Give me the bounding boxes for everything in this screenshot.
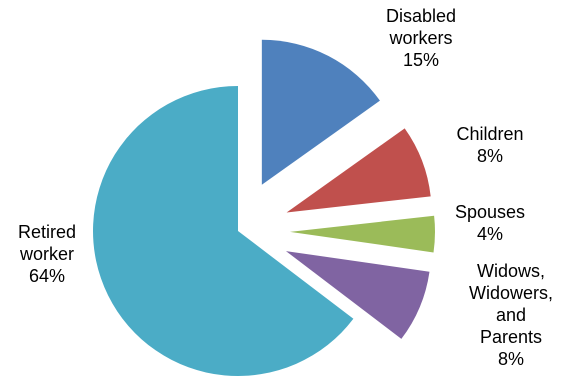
pie-slice-spouses: [289, 215, 435, 253]
slice-label-line: Disabled: [386, 6, 456, 26]
slice-label-line: workers: [388, 28, 452, 48]
pie-slice-children: [286, 128, 431, 213]
slice-label-children: Children 8%: [456, 124, 523, 166]
slice-label-line: Retired: [18, 222, 76, 242]
slice-label-spouses: Spouses 4%: [455, 202, 525, 244]
pie-slice-widows-widowers-and-parents: [285, 251, 430, 339]
slice-label-line: 64%: [29, 266, 65, 286]
slice-label-line: worker: [19, 244, 74, 264]
slice-label-line: Children: [456, 124, 523, 144]
slice-label-line: 8%: [477, 146, 503, 166]
slice-label-line: 15%: [403, 50, 439, 70]
slice-label-line: Spouses: [455, 202, 525, 222]
slice-label-disabled-workers: Disabled workers 15%: [386, 6, 456, 70]
slice-label-line: Widowers,: [469, 283, 553, 303]
slice-label-line: 4%: [477, 224, 503, 244]
slice-label-retired-worker: Retired worker 64%: [18, 222, 76, 286]
pie-slice-disabled-workers: [261, 39, 380, 185]
pie-slice-retired-worker: [93, 86, 354, 376]
slice-label-line: Parents: [480, 327, 542, 347]
slice-label-line: and: [496, 305, 526, 325]
slice-label-widows-widowers-and-parents: Widows, Widowers, and Parents 8%: [469, 261, 553, 369]
slice-label-line: Widows,: [477, 261, 545, 281]
slice-label-line: 8%: [498, 349, 524, 369]
